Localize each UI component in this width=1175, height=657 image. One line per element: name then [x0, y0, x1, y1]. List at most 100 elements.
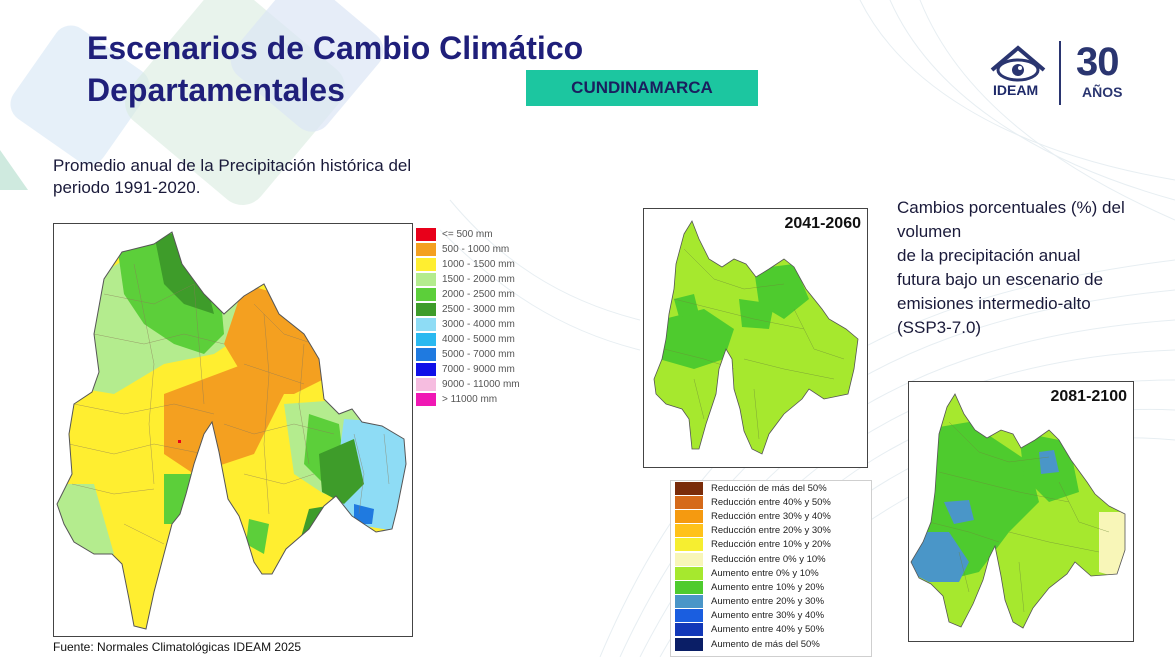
legend-label: 1000 - 1500 mm — [442, 259, 515, 270]
legend-swatch — [416, 288, 436, 301]
precipitation-legend-row: > 11000 mm — [416, 392, 520, 407]
change-legend-row: Reducción entre 40% y 50% — [675, 495, 871, 509]
anniversary-word: AÑOS — [1082, 84, 1123, 100]
legend-swatch — [416, 348, 436, 361]
page-title-line-2: Departamentales — [87, 72, 345, 108]
precipitation-legend-row: 3000 - 4000 mm — [416, 317, 520, 332]
precipitation-legend-row: 4000 - 5000 mm — [416, 332, 520, 347]
logo-divider — [1059, 41, 1061, 105]
change-legend-row: Reducción entre 30% y 40% — [675, 509, 871, 523]
legend-label: 9000 - 11000 mm — [442, 379, 520, 390]
change-legend-row: Aumento entre 10% y 20% — [675, 580, 871, 594]
change-title-line: futura bajo un escenario de — [897, 270, 1104, 289]
change-legend-row: Aumento de más del 50% — [675, 637, 871, 651]
anniversary-number: 30 — [1076, 40, 1119, 84]
ideam-logo-text: IDEAM — [993, 82, 1039, 98]
legend-label: Reducción entre 40% y 50% — [711, 496, 831, 508]
legend-swatch — [416, 228, 436, 241]
precipitation-legend-row: 1500 - 2000 mm — [416, 272, 520, 287]
legend-label: Aumento entre 0% y 10% — [711, 567, 819, 579]
change-map-2041-svg — [653, 220, 859, 455]
legend-label: Reducción entre 20% y 30% — [711, 525, 831, 537]
change-legend-row: Aumento entre 0% y 10% — [675, 566, 871, 580]
change-title-line: volumen — [897, 222, 962, 241]
legend-swatch — [675, 609, 703, 623]
historical-map-svg — [56, 231, 407, 630]
precipitation-legend-row: 2000 - 2500 mm — [416, 287, 520, 302]
legend-label: 2000 - 2500 mm — [442, 289, 515, 300]
legend-swatch — [675, 524, 703, 538]
precipitation-legend-row: 1000 - 1500 mm — [416, 257, 520, 272]
period-label-2081-2100: 2081-2100 — [1050, 388, 1127, 406]
legend-label: <= 500 mm — [442, 229, 493, 240]
legend-label: 1500 - 2000 mm — [442, 274, 515, 285]
legend-swatch — [416, 363, 436, 376]
legend-swatch — [416, 333, 436, 346]
ideam-eye-icon — [990, 45, 1046, 82]
legend-swatch — [675, 623, 703, 637]
legend-label: Reducción entre 0% y 10% — [711, 553, 826, 565]
legend-swatch — [675, 580, 703, 594]
change-maps-title: Cambios porcentuales (%) del volumen de … — [897, 196, 1157, 340]
change-map-2081-svg — [910, 393, 1126, 629]
legend-swatch — [416, 378, 436, 391]
legend-swatch — [675, 552, 703, 566]
legend-label: Aumento entre 30% y 40% — [711, 610, 825, 622]
legend-swatch — [675, 481, 703, 495]
legend-swatch — [675, 509, 703, 523]
precipitation-legend: <= 500 mm 500 - 1000 mm 1000 - 1500 mm 1500… — [416, 227, 520, 407]
legend-swatch — [416, 243, 436, 256]
legend-label: Aumento entre 40% y 50% — [711, 624, 825, 636]
precipitation-legend-row: 2500 - 3000 mm — [416, 302, 520, 317]
legend-swatch — [416, 318, 436, 331]
legend-label: 5000 - 7000 mm — [442, 349, 515, 360]
legend-swatch — [675, 538, 703, 552]
legend-label: 2500 - 3000 mm — [442, 304, 515, 315]
change-map-2041-2060: 2041-2060 — [643, 208, 868, 468]
legend-label: Aumento de más del 50% — [711, 638, 820, 650]
precipitation-legend-row: 7000 - 9000 mm — [416, 362, 520, 377]
legend-label: Reducción entre 30% y 40% — [711, 510, 831, 522]
change-title-line: (SSP3-7.0) — [897, 318, 982, 337]
precipitation-legend-row: 5000 - 7000 mm — [416, 347, 520, 362]
legend-swatch — [416, 303, 436, 316]
historical-precipitation-map — [53, 223, 413, 637]
change-legend-row: Reducción de más del 50% — [675, 481, 871, 495]
legend-label: Aumento entre 20% y 30% — [711, 596, 825, 608]
legend-label: Reducción entre 10% y 20% — [711, 539, 831, 551]
change-legend: Reducción de más del 50% Reducción entre … — [670, 480, 872, 657]
page-title: Escenarios de Cambio Climático Departame… — [87, 27, 583, 111]
change-legend-row: Aumento entre 20% y 30% — [675, 595, 871, 609]
change-legend-row: Reducción entre 0% y 10% — [675, 552, 871, 566]
legend-label: 4000 - 5000 mm — [442, 334, 515, 345]
department-badge: CUNDINAMARCA — [526, 70, 758, 106]
change-title-line: de la precipitación anual — [897, 246, 1081, 265]
change-legend-row: Reducción entre 20% y 30% — [675, 524, 871, 538]
legend-swatch — [675, 637, 703, 651]
legend-swatch — [675, 566, 703, 580]
precipitation-legend-row: 9000 - 11000 mm — [416, 377, 520, 392]
change-map-2081-2100: 2081-2100 — [908, 381, 1134, 642]
change-legend-row: Aumento entre 30% y 40% — [675, 609, 871, 623]
legend-swatch — [416, 258, 436, 271]
legend-label: Reducción de más del 50% — [711, 482, 827, 494]
legend-label: 3000 - 4000 mm — [442, 319, 515, 330]
legend-label: 500 - 1000 mm — [442, 244, 510, 255]
page-title-line-1: Escenarios de Cambio Climático — [87, 30, 584, 66]
legend-label: 7000 - 9000 mm — [442, 364, 515, 375]
change-title-line: Cambios porcentuales (%) del — [897, 198, 1125, 217]
legend-label: Aumento entre 10% y 20% — [711, 581, 825, 593]
period-label-2041-2060: 2041-2060 — [784, 215, 861, 233]
legend-swatch — [416, 393, 436, 406]
ideam-logo — [990, 45, 1046, 82]
change-legend-row: Aumento entre 40% y 50% — [675, 623, 871, 637]
legend-swatch — [416, 273, 436, 286]
change-legend-row: Reducción entre 10% y 20% — [675, 538, 871, 552]
historical-map-title: Promedio anual de la Precipitación histó… — [53, 156, 412, 197]
precipitation-legend-row: 500 - 1000 mm — [416, 242, 520, 257]
change-title-line: emisiones intermedio-alto — [897, 294, 1091, 313]
legend-swatch — [675, 595, 703, 609]
precipitation-legend-row: <= 500 mm — [416, 227, 520, 242]
legend-label: > 11000 mm — [442, 394, 498, 405]
legend-swatch — [675, 495, 703, 509]
